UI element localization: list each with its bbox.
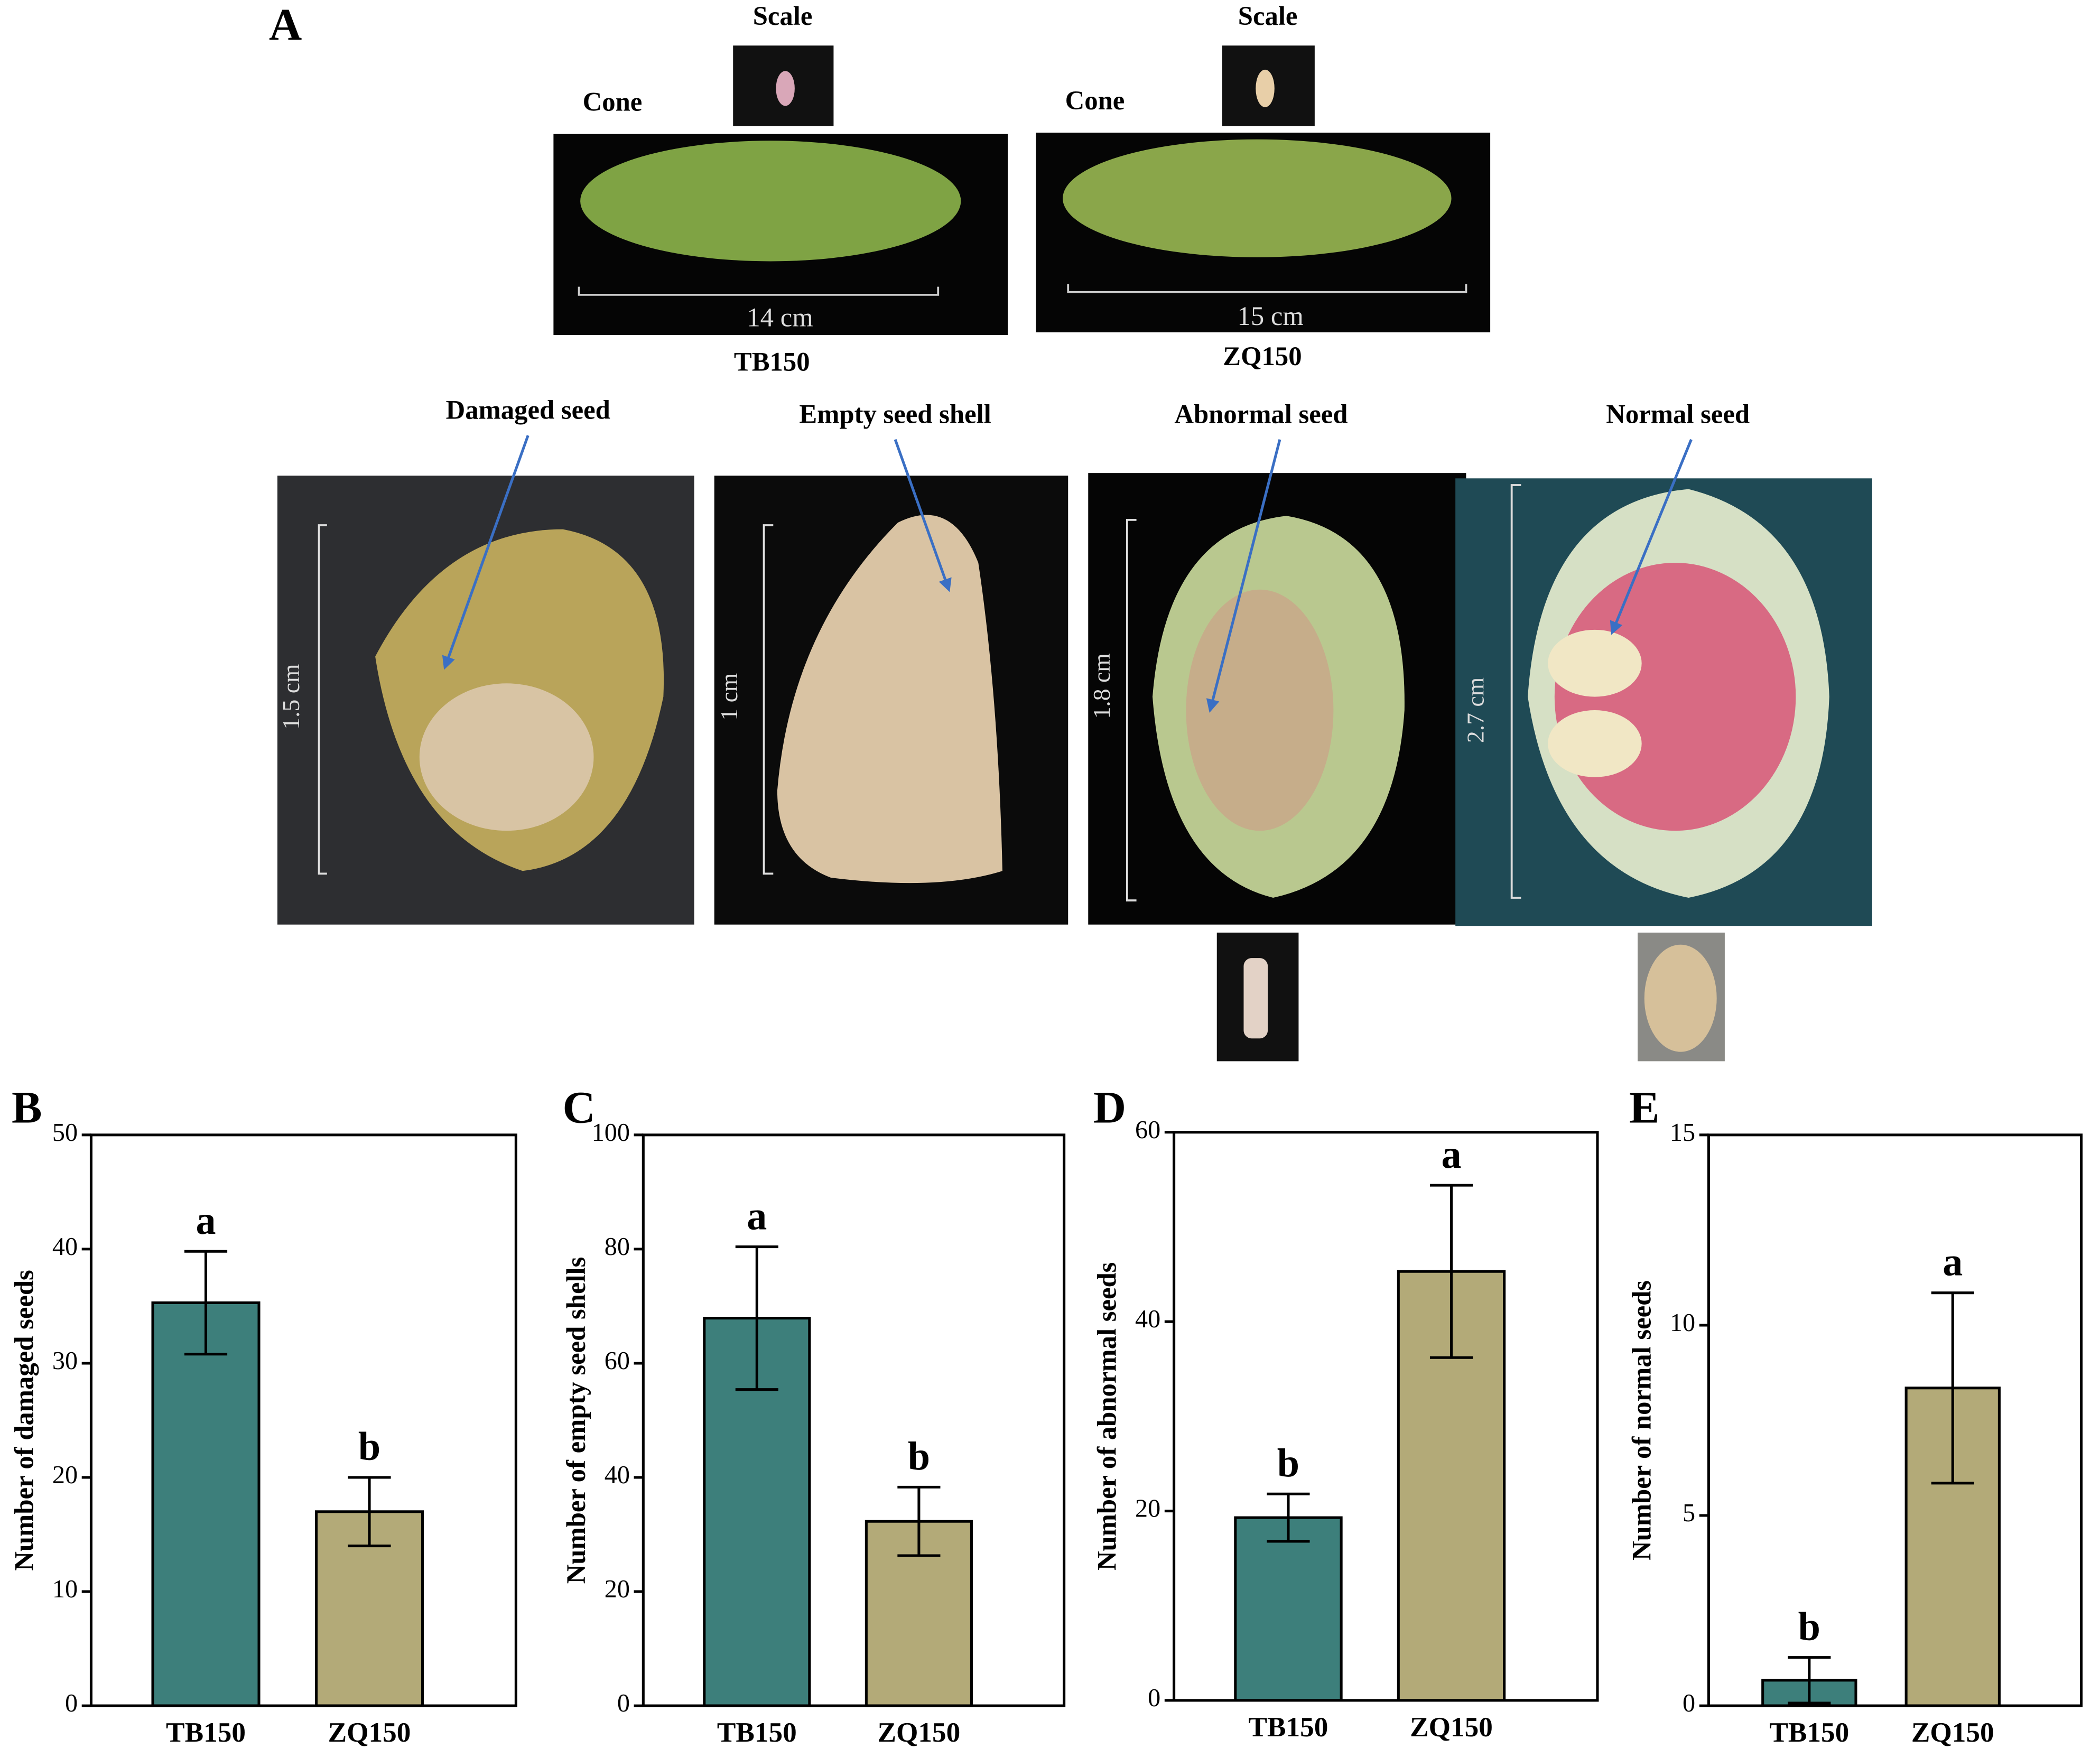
cone-label: Cone	[583, 87, 643, 116]
x-tick-label: TB150	[166, 1717, 246, 1748]
cone-label: Cone	[1065, 86, 1125, 115]
seed-shell	[777, 515, 1002, 883]
x-tick-label: TB150	[717, 1717, 797, 1748]
significance-letter: a	[1441, 1132, 1461, 1177]
seed-label: Damaged seed	[446, 395, 610, 425]
y-axis-label: Number of damaged seeds	[9, 1270, 39, 1570]
length-label: 15 cm	[1238, 301, 1304, 331]
error-bar	[897, 1485, 941, 1557]
error-bar	[735, 1245, 778, 1391]
panel-label: D	[1093, 1082, 1126, 1133]
scale-bar	[578, 284, 1467, 296]
y-tick-label: 30	[52, 1347, 78, 1375]
y-tick-label: 0	[1683, 1689, 1695, 1717]
error-bar	[1931, 1291, 1974, 1485]
plot-frame	[89, 1133, 517, 1707]
plot-frame	[1707, 1133, 2083, 1707]
y-tick-label: 40	[1135, 1305, 1160, 1333]
y-tick-label: 20	[52, 1461, 78, 1489]
y-tick-label: 0	[65, 1689, 78, 1717]
y-tick-label: 50	[52, 1119, 78, 1147]
seed-label: Abnormal seed	[1174, 399, 1348, 429]
y-tick-label: 0	[617, 1689, 630, 1717]
y-tick-label: 20	[1135, 1495, 1160, 1523]
bar	[1234, 1516, 1343, 1702]
x-tick-label: TB150	[1769, 1717, 1849, 1748]
scale-specimen	[1256, 69, 1275, 107]
scale-label: Scale	[1238, 1, 1298, 31]
y-tick-label: 15	[1670, 1119, 1695, 1147]
y-tick-label: 0	[1148, 1684, 1160, 1712]
length-label: 14 cm	[747, 303, 813, 332]
arrow	[1206, 439, 1281, 713]
plot-frame	[642, 1133, 1066, 1707]
y-tick-label: 60	[605, 1347, 630, 1375]
significance-letter: b	[1798, 1604, 1820, 1649]
y-tick-label: 40	[605, 1461, 630, 1489]
y-tick-label: 5	[1683, 1499, 1695, 1527]
y-tick-label: 60	[1135, 1116, 1160, 1144]
significance-letter: a	[196, 1198, 216, 1243]
arrow	[894, 439, 952, 592]
significance-letter: b	[1277, 1441, 1299, 1485]
x-tick-label: ZQ150	[328, 1717, 411, 1748]
seed-label: Empty seed shell	[799, 399, 991, 429]
error-bar	[184, 1250, 228, 1356]
panel-label: E	[1629, 1082, 1660, 1133]
y-tick-label: 10	[1670, 1309, 1695, 1337]
y-tick-label: 100	[592, 1119, 630, 1147]
scale-bar	[318, 484, 1521, 901]
panel-a-photos	[277, 45, 1872, 1062]
x-tick-label: ZQ150	[1410, 1712, 1493, 1743]
arrows	[442, 435, 1693, 713]
significance-letter: b	[358, 1425, 380, 1469]
arrow	[442, 435, 529, 670]
seed-cavity	[1186, 589, 1334, 831]
x-tick-label: ZQ150	[1911, 1717, 1994, 1748]
bar	[151, 1301, 261, 1707]
x-tick-label: TB150	[1248, 1712, 1328, 1743]
significance-letter: a	[1943, 1240, 1963, 1284]
normal-kernel	[1644, 944, 1717, 1052]
error-bar	[348, 1476, 391, 1548]
panel-label: A	[269, 0, 302, 50]
seed-label: Normal seed	[1606, 399, 1750, 429]
size-label: 1.8 cm	[1088, 653, 1115, 719]
y-axis-label: Number of normal seeds	[1627, 1280, 1656, 1560]
panel-label: C	[562, 1082, 595, 1133]
scale-label: Scale	[753, 1, 813, 31]
size-label: 1.5 cm	[277, 664, 304, 730]
y-tick-label: 80	[605, 1233, 630, 1261]
arrow	[1610, 439, 1693, 635]
y-axis-label: Number of abnormal seeds	[1092, 1262, 1121, 1571]
seed-flesh	[1554, 563, 1796, 831]
size-label: 2.7 cm	[1462, 677, 1489, 743]
y-tick-label: 40	[52, 1233, 78, 1261]
error-bar	[1429, 1184, 1473, 1359]
abnormal-kernel	[1243, 958, 1268, 1039]
y-tick-label: 10	[52, 1575, 78, 1603]
significance-letter: b	[908, 1434, 930, 1478]
y-axis-label: Number of empty seed shells	[561, 1257, 591, 1584]
kernel	[1548, 710, 1642, 777]
cone-name: ZQ150	[1223, 341, 1302, 371]
kernel	[1548, 629, 1642, 697]
significance-letter: a	[747, 1194, 767, 1238]
plot-frame	[1173, 1131, 1599, 1702]
x-tick-label: ZQ150	[877, 1717, 960, 1748]
cone-name: TB150	[734, 347, 810, 376]
error-bar	[1267, 1492, 1310, 1543]
size-label: 1 cm	[716, 673, 742, 721]
cone	[1063, 139, 1452, 257]
panel-label: B	[12, 1082, 42, 1133]
cone	[580, 141, 961, 262]
scale-specimen	[776, 71, 795, 106]
y-tick-label: 20	[605, 1575, 630, 1603]
error-bar	[1788, 1656, 1831, 1705]
seed-wing	[419, 683, 594, 831]
